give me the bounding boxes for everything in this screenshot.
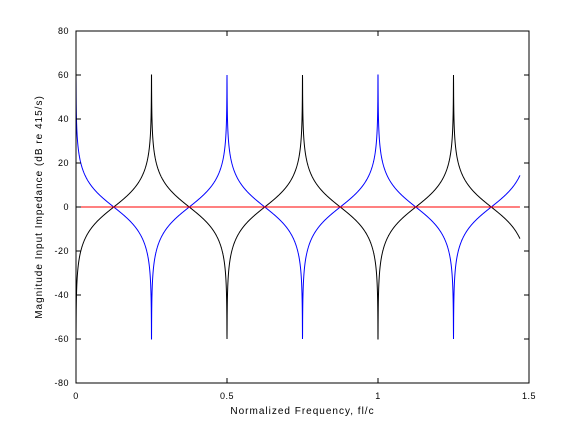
y-tick-label: 60 (58, 70, 69, 80)
y-tick-label: 80 (58, 26, 69, 36)
x-tick-label: 0.5 (220, 391, 234, 401)
x-tick-label: 0 (73, 391, 79, 401)
y-tick-label: 40 (58, 114, 69, 124)
series-line-1 (76, 74, 521, 340)
y-tick-label: 20 (58, 158, 69, 168)
x-axis-label: Normalized Frequency, fl/c (230, 406, 374, 417)
series-line-2 (76, 74, 521, 340)
axes: 0 0.5 1 1.5 80 60 40 20 0 -20 -40 -60 -80 (54, 26, 536, 401)
y-tick-label: -40 (54, 290, 69, 300)
y-axis-label: Magnitude Input Impedance (dB re 415/s) (34, 95, 45, 319)
y-tick-label: 0 (63, 202, 69, 212)
y-tick-label: -80 (54, 378, 69, 388)
x-tick-label: 1 (375, 391, 381, 401)
y-tick-label: -20 (54, 246, 69, 256)
x-tick-label: 1.5 (522, 391, 536, 401)
plot-area (76, 74, 521, 340)
y-tick-label: -60 (54, 334, 69, 344)
